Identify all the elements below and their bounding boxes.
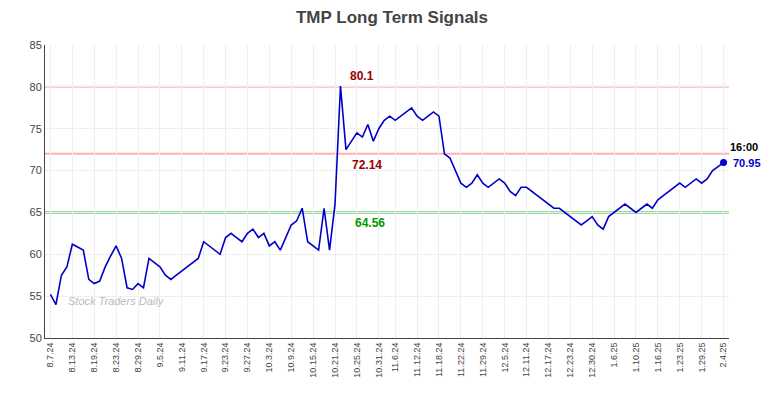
svg-text:8.23.24: 8.23.24 <box>111 343 121 373</box>
svg-text:11.12.24: 11.12.24 <box>412 343 422 377</box>
svg-text:70: 70 <box>30 164 42 176</box>
svg-text:9.17.24: 9.17.24 <box>199 343 209 373</box>
svg-text:Stock Traders Daily: Stock Traders Daily <box>68 295 165 307</box>
svg-text:12.17.24: 12.17.24 <box>543 343 553 378</box>
svg-text:16:00: 16:00 <box>730 141 758 153</box>
svg-text:10.15.24: 10.15.24 <box>308 343 318 378</box>
svg-text:9.27.24: 9.27.24 <box>242 343 252 373</box>
svg-text:8.29.24: 8.29.24 <box>133 343 143 373</box>
svg-text:65: 65 <box>30 206 42 218</box>
svg-text:10.3.24: 10.3.24 <box>264 343 274 373</box>
svg-text:10.9.24: 10.9.24 <box>286 343 296 373</box>
svg-text:1.6.25: 1.6.25 <box>609 343 619 368</box>
svg-text:1.29.25: 1.29.25 <box>697 343 707 373</box>
svg-text:55: 55 <box>30 290 42 302</box>
svg-text:10.25.24: 10.25.24 <box>352 343 362 378</box>
svg-text:9.5.24: 9.5.24 <box>155 343 165 368</box>
svg-text:9.11.24: 9.11.24 <box>177 343 187 372</box>
svg-text:75: 75 <box>30 123 42 135</box>
svg-text:80: 80 <box>30 81 42 93</box>
svg-text:12.5.24: 12.5.24 <box>500 343 510 373</box>
svg-text:70.95: 70.95 <box>733 157 761 169</box>
svg-text:1.16.25: 1.16.25 <box>653 343 663 373</box>
svg-text:11.29.24: 11.29.24 <box>478 343 488 377</box>
svg-text:TMP Long Term Signals: TMP Long Term Signals <box>296 8 488 27</box>
svg-text:50: 50 <box>30 332 42 344</box>
svg-text:1.10.25: 1.10.25 <box>631 343 641 373</box>
svg-text:11.22.24: 11.22.24 <box>456 343 466 377</box>
svg-text:2.4.25: 2.4.25 <box>718 343 728 368</box>
svg-text:64.56: 64.56 <box>355 216 385 230</box>
svg-text:11.18.24: 11.18.24 <box>434 343 444 377</box>
svg-text:9.23.24: 9.23.24 <box>221 343 231 373</box>
svg-text:10.31.24: 10.31.24 <box>374 343 384 378</box>
svg-text:10.21.24: 10.21.24 <box>330 343 340 378</box>
svg-text:72.14: 72.14 <box>352 158 382 172</box>
svg-text:12.11.24: 12.11.24 <box>521 343 531 377</box>
svg-text:1.23.25: 1.23.25 <box>675 343 685 373</box>
svg-text:60: 60 <box>30 248 42 260</box>
svg-text:12.23.24: 12.23.24 <box>565 343 575 378</box>
svg-text:8.13.24: 8.13.24 <box>67 343 77 373</box>
svg-text:8.7.24: 8.7.24 <box>45 343 55 368</box>
svg-text:8.19.24: 8.19.24 <box>89 343 99 373</box>
svg-text:80.1: 80.1 <box>350 69 374 83</box>
svg-text:11.6.24: 11.6.24 <box>390 343 400 372</box>
svg-text:85: 85 <box>30 39 42 51</box>
svg-text:12.30.24: 12.30.24 <box>587 343 597 378</box>
